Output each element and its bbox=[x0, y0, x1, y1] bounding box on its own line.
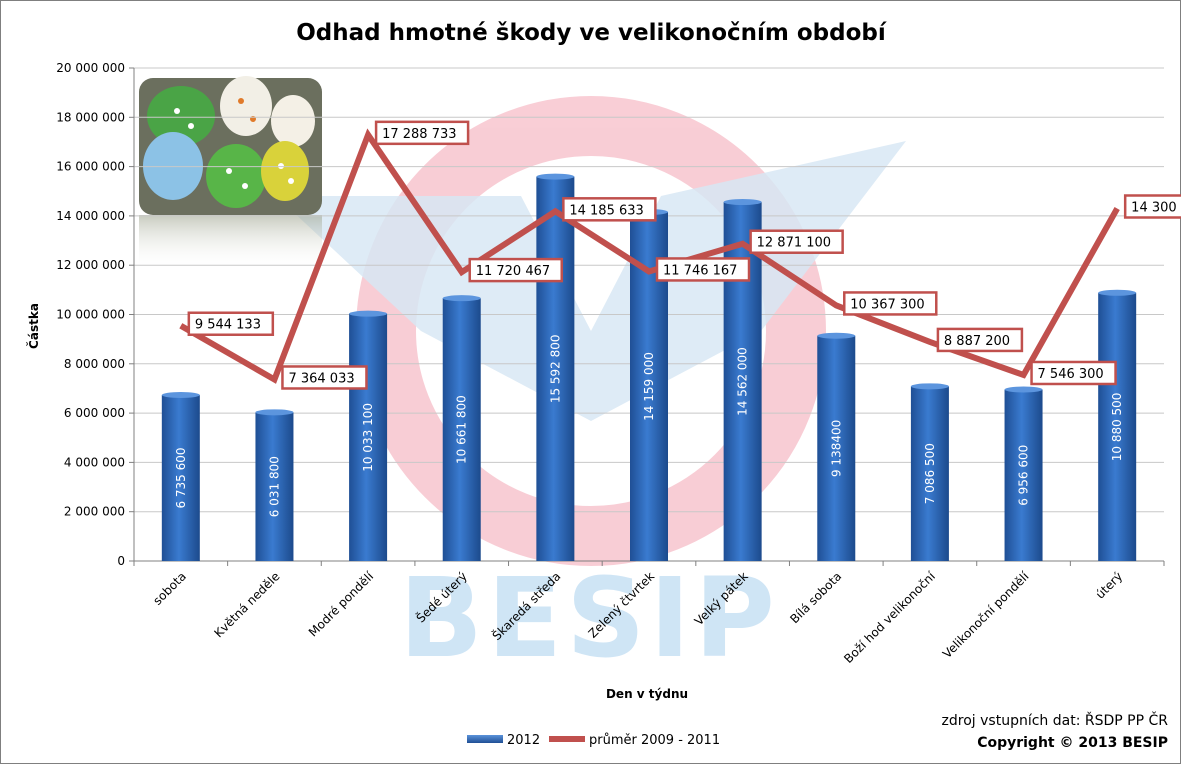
x-tick-label: Květná neděle bbox=[211, 569, 282, 640]
line-label-box bbox=[843, 291, 938, 316]
bar-9 bbox=[910, 386, 949, 561]
y-tick-label: 16 000 000 bbox=[56, 160, 125, 174]
legend-swatch-bar bbox=[467, 735, 503, 743]
line-label-box bbox=[1123, 194, 1181, 219]
y-tick-label: 0 bbox=[117, 554, 125, 568]
bar-value-label: 6 956 600 bbox=[1017, 445, 1031, 506]
y-tick-label: 12 000 000 bbox=[56, 258, 125, 272]
bar-top bbox=[442, 295, 481, 302]
bar-top bbox=[817, 332, 856, 339]
y-tick-label: 2 000 000 bbox=[64, 505, 125, 519]
bar-top bbox=[161, 391, 200, 398]
copyright-note: Copyright © 2013 BESIP bbox=[977, 735, 1168, 751]
bar-11 bbox=[1098, 292, 1137, 561]
y-tick-label: 10 000 000 bbox=[56, 308, 125, 322]
line-label-box bbox=[936, 327, 1024, 353]
y-tick-label: 18 000 000 bbox=[56, 110, 125, 124]
line-value-label: 11 746 167 bbox=[663, 263, 737, 278]
easter-eggs-photo bbox=[139, 76, 322, 270]
x-tick-label: Boží hod velikonoční bbox=[841, 569, 938, 666]
line-label-box bbox=[281, 365, 368, 390]
y-tick-label: 6 000 000 bbox=[64, 406, 125, 420]
y-axis: 0 2 000 000 4 000 000 6 000 000 8 000 000 10 … bbox=[56, 61, 135, 568]
bar-value-label: 10 033 100 bbox=[361, 403, 375, 472]
bar-top bbox=[536, 173, 575, 180]
bar-2 bbox=[255, 412, 294, 561]
bar-value-label: 14 562 000 bbox=[736, 347, 750, 416]
line-label-box bbox=[468, 257, 563, 283]
y-tick-label: 20 000 000 bbox=[56, 61, 125, 75]
chart-title: Odhad hmotné škody ve velikonočním obdob… bbox=[296, 20, 887, 46]
x-axis-title: Den v týdnu bbox=[606, 687, 688, 701]
bar-series: 6 735 600 6 031 800 10 033 100 10 661 800 15… bbox=[161, 173, 1137, 562]
bar-1 bbox=[161, 394, 200, 561]
average-line bbox=[179, 128, 1120, 384]
line-label-box bbox=[187, 311, 275, 336]
bar-value-label: 10 661 800 bbox=[455, 395, 469, 464]
y-tick-label: 4 000 000 bbox=[64, 455, 125, 469]
bar-top bbox=[910, 383, 949, 390]
bar-top bbox=[255, 409, 294, 416]
bar-4 bbox=[442, 298, 481, 561]
bar-3 bbox=[349, 313, 388, 561]
x-tick-label: sobota bbox=[150, 569, 189, 608]
line-label-box bbox=[749, 229, 844, 254]
x-tick-label: Modré pondělí bbox=[306, 569, 377, 640]
bar-value-label: 14 159 000 bbox=[642, 352, 656, 421]
bar-top bbox=[1098, 289, 1137, 296]
bar-value-label: 10 880 500 bbox=[1110, 393, 1124, 462]
y-tick-label: 14 000 000 bbox=[56, 209, 125, 223]
y-tick-label: 8 000 000 bbox=[64, 357, 125, 371]
line-value-label: 7 364 033 bbox=[288, 371, 354, 386]
line-label-box bbox=[374, 120, 470, 146]
x-tick-label: Velikonoční pondělí bbox=[940, 569, 1032, 661]
line-value-label: 9 544 133 bbox=[195, 318, 261, 333]
x-tick-label: Bílá sobota bbox=[787, 569, 844, 626]
line-label-box bbox=[562, 197, 657, 222]
bar-top bbox=[349, 310, 388, 317]
line-value-label: 12 871 100 bbox=[757, 236, 831, 251]
bar-top bbox=[723, 199, 762, 206]
legend: 2012 průměr 2009 - 2011 bbox=[467, 733, 720, 748]
source-note: zdroj vstupních dat: ŘSDP PP ČR bbox=[942, 711, 1169, 729]
line-value-label: 10 367 300 bbox=[850, 297, 924, 312]
bar-top bbox=[1004, 386, 1043, 393]
bar-10 bbox=[1004, 389, 1043, 561]
line-value-label: 7 546 300 bbox=[1038, 367, 1104, 382]
bar-value-label: 15 592 800 bbox=[548, 334, 562, 403]
watermark-text: BESIP bbox=[399, 554, 779, 682]
line-value-label: 14 185 633 bbox=[569, 203, 643, 218]
line-series: 9 544 133 7 364 033 17 288 733 11 720 467 14… bbox=[179, 120, 1181, 390]
y-axis-title: Částka bbox=[26, 303, 41, 349]
line-value-label: 14 300 233 bbox=[1131, 200, 1181, 215]
bar-value-label: 9 138400 bbox=[829, 420, 843, 477]
line-label-box bbox=[1030, 360, 1117, 386]
bar-value-label: 6 735 600 bbox=[174, 447, 188, 508]
bar-value-label: 6 031 800 bbox=[267, 456, 281, 517]
bar-value-label: 7 086 500 bbox=[923, 443, 937, 504]
line-value-label: 17 288 733 bbox=[382, 127, 456, 142]
legend-label-bar: 2012 bbox=[507, 733, 540, 748]
line-value-label: 8 887 200 bbox=[944, 334, 1010, 349]
x-tick-label: úterý bbox=[1093, 569, 1125, 601]
legend-label-line: průměr 2009 - 2011 bbox=[589, 733, 720, 748]
line-value-label: 11 720 467 bbox=[476, 264, 550, 279]
bar-8 bbox=[817, 335, 856, 561]
line-label-box bbox=[655, 257, 751, 282]
bar-5 bbox=[536, 176, 575, 561]
